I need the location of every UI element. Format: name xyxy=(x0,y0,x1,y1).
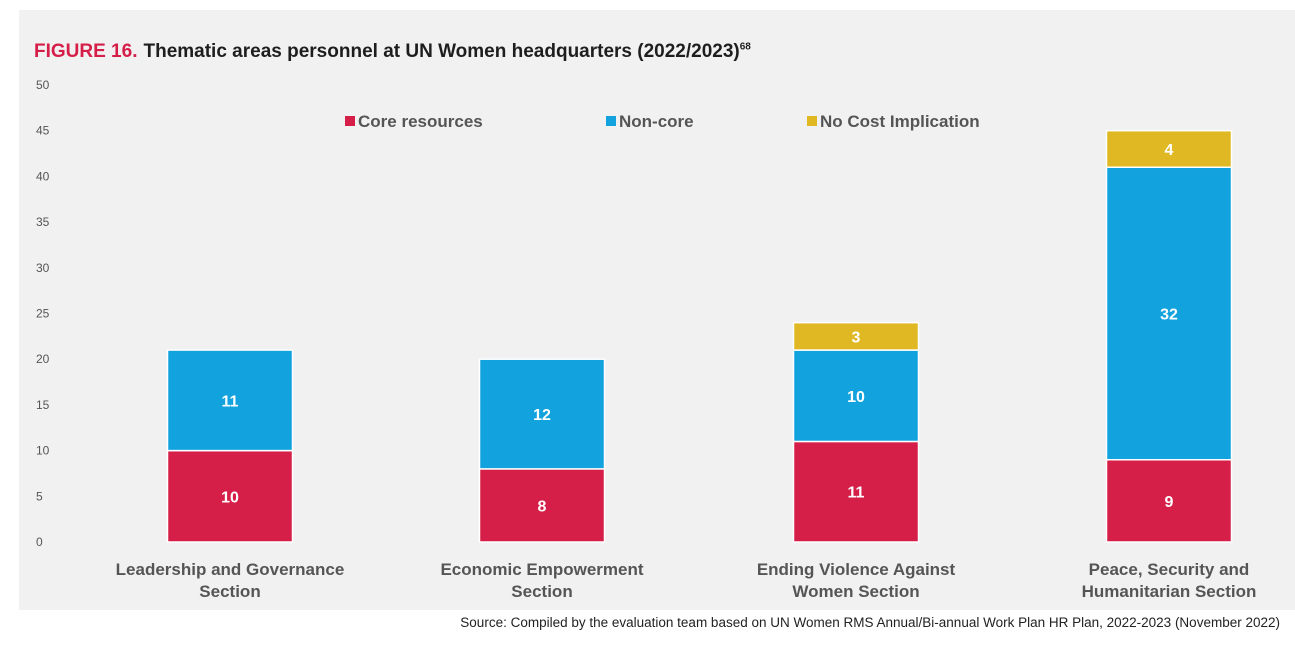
x-category-label: Humanitarian Section xyxy=(1082,582,1257,601)
y-tick-label: 15 xyxy=(36,398,50,412)
bar-segment xyxy=(792,349,920,443)
x-category-label: Economic Empowerment xyxy=(440,560,643,579)
y-tick-label: 45 xyxy=(36,124,50,138)
y-tick-label: 40 xyxy=(36,169,50,183)
bar-segment xyxy=(792,321,920,351)
legend-swatch xyxy=(807,116,817,126)
y-tick-label: 10 xyxy=(36,444,50,458)
legend-swatch xyxy=(606,116,616,126)
legend-swatch xyxy=(345,116,355,126)
x-category-label: Ending Violence Against xyxy=(757,560,956,579)
y-tick-label: 25 xyxy=(36,307,50,321)
figure-label: FIGURE 16. xyxy=(34,41,138,62)
legend-label: Non-core xyxy=(619,112,694,131)
bar-value-label: 11 xyxy=(222,393,239,410)
figure-title-text: Thematic areas personnel at UN Women hea… xyxy=(143,41,740,62)
bar-segment xyxy=(792,440,920,543)
bar-value-label: 3 xyxy=(852,329,861,346)
x-category-label: Section xyxy=(199,582,260,601)
x-category-label: Leadership and Governance xyxy=(116,560,345,579)
y-tick-label: 5 xyxy=(36,489,43,503)
bar-value-label: 8 xyxy=(538,498,547,515)
bar-segment xyxy=(478,358,606,470)
bar-data-labels: 10 11 8 12 11 10 3 9 32 4 xyxy=(221,142,1178,515)
x-category-label: Section xyxy=(511,582,572,601)
figure-title: FIGURE 16. Thematic areas personnel at UN… xyxy=(34,41,751,63)
bar-segment xyxy=(478,468,606,543)
y-axis: 0 5 10 15 20 25 30 35 40 45 50 xyxy=(36,78,50,549)
y-tick-label: 0 xyxy=(36,535,43,549)
bar-value-label: 10 xyxy=(847,389,865,406)
bar-value-label: 4 xyxy=(1165,142,1174,159)
footnote-marker: 68 xyxy=(739,41,751,53)
bar-segment xyxy=(1105,166,1233,461)
y-tick-label: 20 xyxy=(36,352,50,366)
x-category-label: Women Section xyxy=(792,582,919,601)
bar-segment xyxy=(166,349,294,452)
legend-label: Core resources xyxy=(358,112,483,131)
bar-segment xyxy=(1105,129,1233,169)
bar-value-label: 11 xyxy=(848,485,865,502)
bar-value-label: 32 xyxy=(1160,307,1178,324)
bar-segment xyxy=(166,449,294,543)
legend: Core resources Non-core No Cost Implicatio… xyxy=(345,112,980,131)
y-tick-label: 35 xyxy=(36,215,50,229)
bars xyxy=(166,129,1233,543)
bar-value-label: 10 xyxy=(221,489,239,506)
x-axis: Leadership and Governance Section Economic… xyxy=(116,560,1257,601)
source-note: Source: Compiled by the evaluation team … xyxy=(460,615,1280,630)
x-category-label: Peace, Security and xyxy=(1089,560,1250,579)
legend-label: No Cost Implication xyxy=(820,112,980,131)
bar-value-label: 12 xyxy=(533,407,551,424)
y-tick-label: 50 xyxy=(36,78,50,92)
bar-value-label: 9 xyxy=(1165,494,1174,511)
y-tick-label: 30 xyxy=(36,261,50,275)
